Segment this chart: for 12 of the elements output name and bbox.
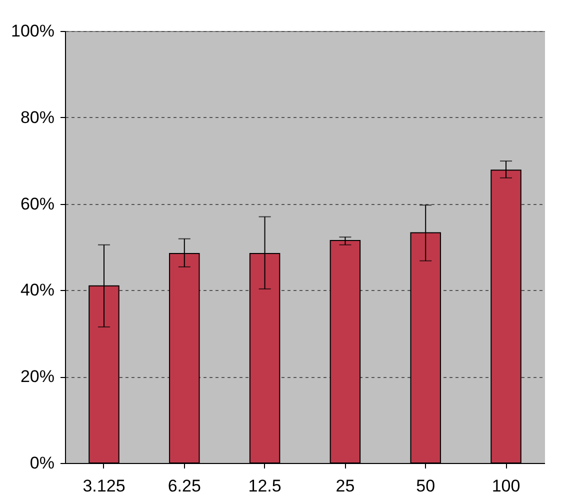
x-tick-label: 50 [416,476,436,496]
x-tick-label: 100 [492,476,520,496]
y-tick-label: 80% [20,108,54,127]
x-tick-label: 3.125 [82,476,126,496]
x-tick-label: 25 [336,476,355,496]
x-tick-label: 6.25 [168,476,201,496]
y-tick-label: 40% [20,280,54,300]
y-tick-label: 20% [20,367,54,386]
x-tick-label: 12.5 [248,476,282,496]
y-tick-label: 0% [30,454,54,472]
y-tick-label: 60% [20,194,54,214]
y-tick-label: 100% [11,22,54,40]
